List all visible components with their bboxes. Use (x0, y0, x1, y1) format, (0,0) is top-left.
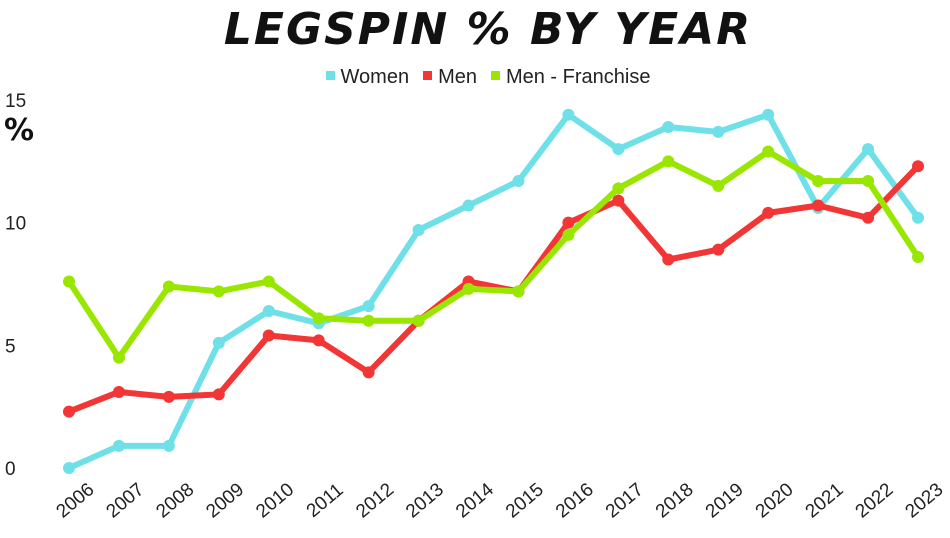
data-point-s1-2008 (162, 390, 175, 403)
data-point-s1-2022 (862, 211, 875, 224)
data-point-s2-2011 (312, 312, 325, 325)
data-point-s1-2019 (712, 243, 725, 256)
data-point-s2-2009 (212, 285, 225, 298)
data-point-s0-2015 (512, 174, 525, 187)
x-tick-label-2021: 2021 (802, 479, 848, 522)
chart-title: LEGSPIN % BY YEAR (223, 4, 753, 55)
data-point-s2-2017 (612, 182, 625, 195)
legend: Women Men Men - Franchise (0, 66, 950, 89)
data-point-s1-2007 (112, 385, 125, 398)
data-point-s0-2014 (462, 199, 475, 212)
data-point-s0-2009 (212, 336, 225, 349)
x-tick-label-2006: 2006 (53, 479, 99, 522)
y-tick-label-15: 15 (5, 91, 26, 112)
data-point-s2-2013 (412, 314, 425, 327)
data-point-s0-2008 (162, 439, 175, 452)
data-point-s2-2010 (262, 275, 275, 288)
data-point-s0-2013 (412, 224, 425, 237)
data-point-s1-2020 (762, 206, 775, 219)
data-point-s0-2018 (662, 120, 675, 133)
data-point-s0-2007 (112, 439, 125, 452)
data-point-s2-2007 (112, 351, 125, 364)
x-tick-label-2008: 2008 (152, 479, 198, 522)
x-tick-label-2014: 2014 (452, 479, 498, 523)
data-point-s2-2023 (912, 251, 924, 264)
x-tick-label-2019: 2019 (702, 479, 748, 522)
series-line-1 (66, 163, 921, 415)
data-point-s0-2020 (762, 108, 775, 121)
data-point-s0-2010 (262, 304, 275, 317)
data-point-s1-2021 (812, 199, 825, 212)
x-tick-label-2015: 2015 (502, 479, 548, 522)
data-point-s2-2016 (562, 228, 575, 241)
x-tick-label-2013: 2013 (402, 479, 448, 522)
data-point-s1-2010 (262, 329, 275, 342)
data-point-s0-2017 (612, 143, 625, 156)
legend-swatch-2 (490, 71, 500, 81)
data-point-s2-2018 (662, 155, 675, 168)
series-line-0 (66, 111, 921, 471)
y-tick-label-0: 0 (5, 459, 16, 480)
legend-swatch-1 (423, 71, 433, 81)
data-point-s1-2011 (312, 334, 325, 347)
x-tick-label-2020: 2020 (752, 479, 798, 522)
x-tick-label-2011: 2011 (303, 480, 348, 522)
x-tick-label-2012: 2012 (352, 479, 398, 522)
x-tick-label-2018: 2018 (652, 479, 698, 522)
data-point-s1-2018 (662, 253, 675, 266)
legend-item-2: Men - Franchise (490, 66, 651, 89)
x-tick-label-2017: 2017 (602, 479, 648, 522)
data-point-s1-2006 (63, 405, 75, 418)
legend-swatch-0 (325, 71, 335, 81)
x-tick-label-2022: 2022 (852, 479, 898, 522)
data-point-s0-2016 (562, 108, 575, 121)
legend-item-1: Men (423, 66, 477, 89)
data-point-s0-2006 (63, 462, 75, 474)
legend-label-0: Women (340, 66, 410, 88)
legend-label-2: Men - Franchise (505, 66, 651, 88)
y-tick-label-5: 5 (5, 336, 16, 357)
x-tick-label-2023: 2023 (902, 479, 948, 522)
data-point-s1-2023 (912, 160, 924, 173)
x-tick-label-2007: 2007 (102, 479, 148, 522)
data-point-s2-2020 (762, 145, 775, 158)
x-tick-label-2016: 2016 (552, 479, 598, 522)
data-point-s0-2022 (862, 143, 875, 156)
data-point-s2-2019 (712, 179, 725, 192)
data-point-s1-2017 (612, 194, 625, 207)
data-point-s2-2015 (512, 285, 525, 298)
x-tick-label-2009: 2009 (202, 479, 248, 522)
legend-label-1: Men (438, 66, 477, 88)
series-line-2 (66, 148, 921, 361)
y-axis-unit-label: % (4, 113, 34, 148)
data-point-s2-2021 (812, 174, 825, 187)
data-point-s2-2014 (462, 282, 475, 295)
data-point-s0-2019 (712, 125, 725, 138)
data-point-s2-2008 (162, 280, 175, 293)
x-tick-label-2010: 2010 (252, 479, 298, 522)
data-point-s2-2022 (862, 174, 875, 187)
data-point-s1-2012 (362, 366, 375, 379)
data-point-s2-2006 (63, 275, 75, 288)
y-tick-label-10: 10 (5, 214, 26, 235)
data-point-s2-2012 (362, 314, 375, 327)
data-point-s1-2009 (212, 388, 225, 401)
legend-item-0: Women (325, 66, 410, 89)
data-point-s1-2016 (562, 216, 575, 229)
data-point-s0-2012 (362, 300, 375, 313)
data-point-s0-2023 (912, 211, 924, 224)
